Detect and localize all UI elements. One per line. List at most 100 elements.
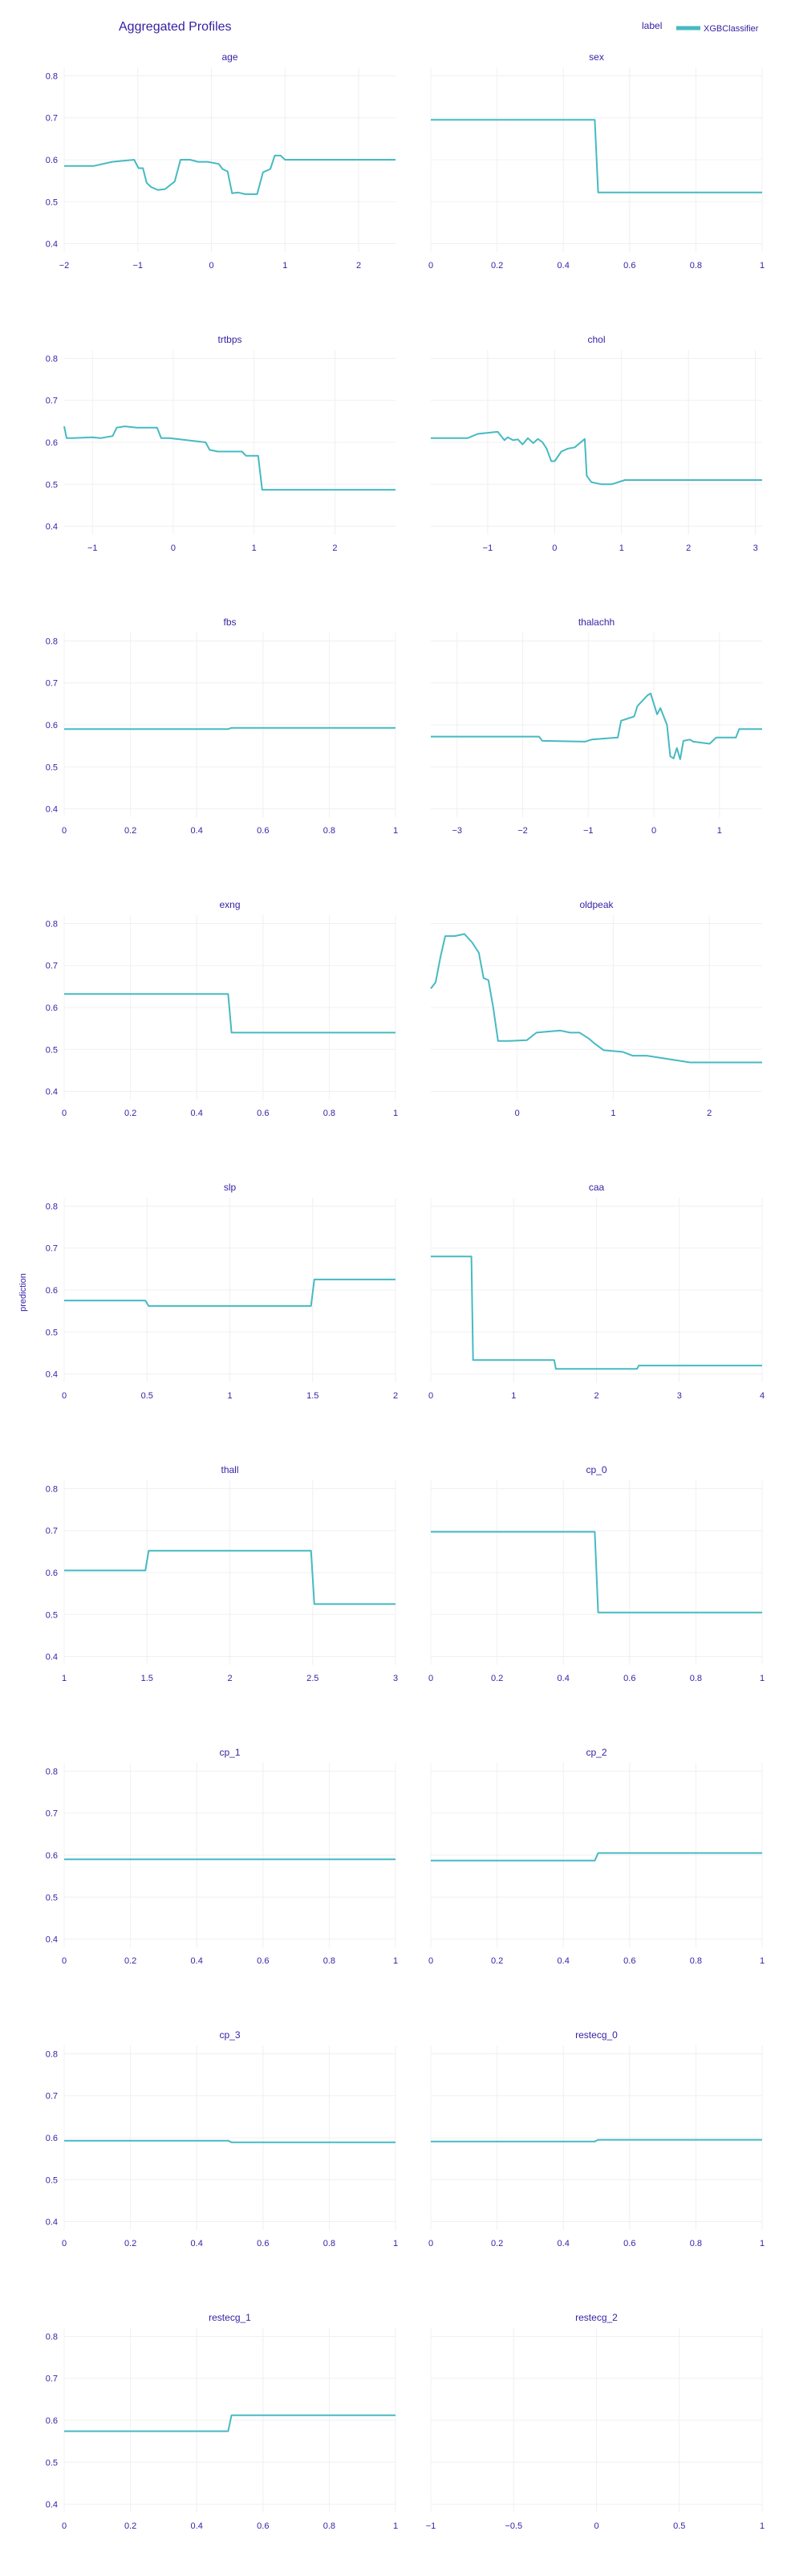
x-tick-label: 2 xyxy=(356,261,361,271)
x-tick-label: 1 xyxy=(393,2521,398,2531)
panel-restecg-0: restecg_0 0 0.2 0.4 0.6 0.8 1 xyxy=(428,2029,765,2248)
x-tick-label: 0.6 xyxy=(257,1956,269,1966)
x-tick-label: 0.8 xyxy=(323,1956,335,1966)
x-tick-label: 0 xyxy=(62,1956,67,1966)
x-tick-label: 0.4 xyxy=(191,2521,203,2531)
y-tick-label: 0.5 xyxy=(46,2458,58,2468)
x-tick-label: 0.2 xyxy=(124,2239,136,2248)
x-tick-label: 0.8 xyxy=(323,826,335,836)
x-tick-label: 1 xyxy=(393,2239,398,2248)
x-tick-label: 0.2 xyxy=(491,261,503,271)
panel-title: restecg_2 xyxy=(575,2312,618,2323)
y-tick-label: 0.4 xyxy=(46,523,58,532)
x-tick-label: 1 xyxy=(282,261,287,271)
panel-age: age −2 −1 0 1 2 0.4 0.5 0.6 0.7 0.8 xyxy=(46,51,396,271)
profile-line xyxy=(63,425,396,491)
x-tick-label: −1 xyxy=(583,826,594,836)
y-tick-label: 0.7 xyxy=(46,1809,58,1819)
profile-line xyxy=(431,1255,762,1370)
x-tick-label: 3 xyxy=(753,543,758,553)
x-tick-label: 1 xyxy=(611,1109,615,1118)
x-tick-label: 0.2 xyxy=(491,1956,503,1966)
x-tick-label: 0.6 xyxy=(257,2239,269,2248)
y-tick-label: 0.6 xyxy=(46,156,58,165)
x-tick-label: 0.2 xyxy=(124,1109,136,1118)
x-tick-label: 1 xyxy=(511,1391,516,1401)
y-tick-label: 0.4 xyxy=(46,1370,58,1380)
x-tick-label: 0 xyxy=(209,261,213,271)
figure-title: Aggregated Profiles xyxy=(119,20,232,34)
y-tick-label: 0.8 xyxy=(46,2049,58,2059)
x-tick-label: −1 xyxy=(133,261,144,271)
profile-line xyxy=(64,993,396,1034)
x-tick-label: 0 xyxy=(62,826,67,836)
x-tick-label: 0 xyxy=(62,1391,67,1401)
x-tick-label: 1 xyxy=(760,2521,765,2531)
x-tick-label: 0 xyxy=(428,1956,433,1966)
panel-caa: caa 0 1 2 3 4 xyxy=(428,1182,765,1401)
x-tick-label: 0 xyxy=(428,1391,433,1401)
x-tick-label: −1 xyxy=(87,543,98,553)
profile-line xyxy=(431,2139,762,2143)
y-tick-label: 0.4 xyxy=(46,1088,58,1097)
panel-title: cp_2 xyxy=(586,1747,606,1758)
legend[interactable]: label XGBClassifier xyxy=(642,20,759,34)
panel-title: cp_0 xyxy=(586,1464,606,1475)
x-tick-label: 0.4 xyxy=(191,1109,203,1118)
panel-title: oldpeak xyxy=(579,899,614,910)
y-tick-label: 0.7 xyxy=(46,1527,58,1536)
y-tick-label: 0.8 xyxy=(46,637,58,646)
y-tick-label: 0.4 xyxy=(46,1935,58,1945)
y-tick-label: 0.6 xyxy=(46,438,58,448)
x-tick-label: 0.4 xyxy=(558,2239,570,2248)
y-tick-label: 0.4 xyxy=(46,2218,58,2228)
profile-line xyxy=(64,2139,396,2143)
x-tick-label: 2 xyxy=(393,1391,398,1401)
profile-line xyxy=(431,1852,762,1862)
y-tick-label: 0.4 xyxy=(46,805,58,815)
y-axis-label: prediction xyxy=(18,1273,28,1312)
panel-cp-2: cp_2 0 0.2 0.4 0.6 0.8 1 xyxy=(428,1747,765,1966)
profile-line xyxy=(431,1531,762,1614)
panel-slp: slp 0 0.5 1 1.5 2 0.4 0.5 0.6 0.7 0.8 xyxy=(46,1182,398,1401)
y-tick-label: 0.5 xyxy=(46,197,58,207)
y-tick-label: 0.4 xyxy=(46,2501,58,2510)
x-tick-label: 0.6 xyxy=(623,261,635,271)
x-tick-label: 0.6 xyxy=(257,2521,269,2531)
y-tick-label: 0.8 xyxy=(46,2332,58,2342)
legend-entry-label: XGBClassifier xyxy=(704,24,759,34)
x-tick-label: 0 xyxy=(552,543,557,553)
panel-chol: chol −1 0 1 2 3 xyxy=(431,334,762,553)
legend-title: label xyxy=(642,20,662,31)
y-tick-label: 0.7 xyxy=(46,397,58,406)
x-tick-label: 0.4 xyxy=(558,1674,570,1683)
x-tick-label: 0.4 xyxy=(558,261,570,271)
x-tick-label: 1 xyxy=(62,1674,67,1683)
x-tick-label: 0 xyxy=(62,2239,67,2248)
y-tick-label: 0.8 xyxy=(46,1767,58,1776)
y-tick-label: 0.8 xyxy=(46,919,58,929)
x-tick-label: −2 xyxy=(59,261,70,271)
x-tick-label: 1 xyxy=(227,1391,232,1401)
x-tick-label: 0.4 xyxy=(191,1956,203,1966)
y-tick-label: 0.5 xyxy=(46,2175,58,2185)
x-tick-label: 1.5 xyxy=(306,1391,318,1401)
x-tick-label: 1 xyxy=(619,543,624,553)
profile-line xyxy=(64,154,396,195)
x-tick-label: 0 xyxy=(171,543,176,553)
profile-line xyxy=(64,2414,396,2432)
y-tick-label: 0.4 xyxy=(46,240,58,250)
x-tick-label: 0 xyxy=(428,1674,433,1683)
x-tick-label: 0.2 xyxy=(491,1674,503,1683)
x-tick-label: 0.6 xyxy=(623,1956,635,1966)
x-tick-label: 0.8 xyxy=(690,261,702,271)
y-tick-label: 0.8 xyxy=(46,71,58,81)
x-tick-label: 1.5 xyxy=(141,1674,153,1683)
panel-trtbps: trtbps −1 0 1 2 0.4 0.5 0.6 0.7 0.8 xyxy=(46,334,396,553)
panel-oldpeak: oldpeak 0 1 2 xyxy=(430,899,762,1118)
x-tick-label: 3 xyxy=(677,1391,682,1401)
y-tick-label: 0.5 xyxy=(46,480,58,490)
x-tick-label: 0 xyxy=(594,2521,598,2531)
y-tick-label: 0.6 xyxy=(46,721,58,730)
